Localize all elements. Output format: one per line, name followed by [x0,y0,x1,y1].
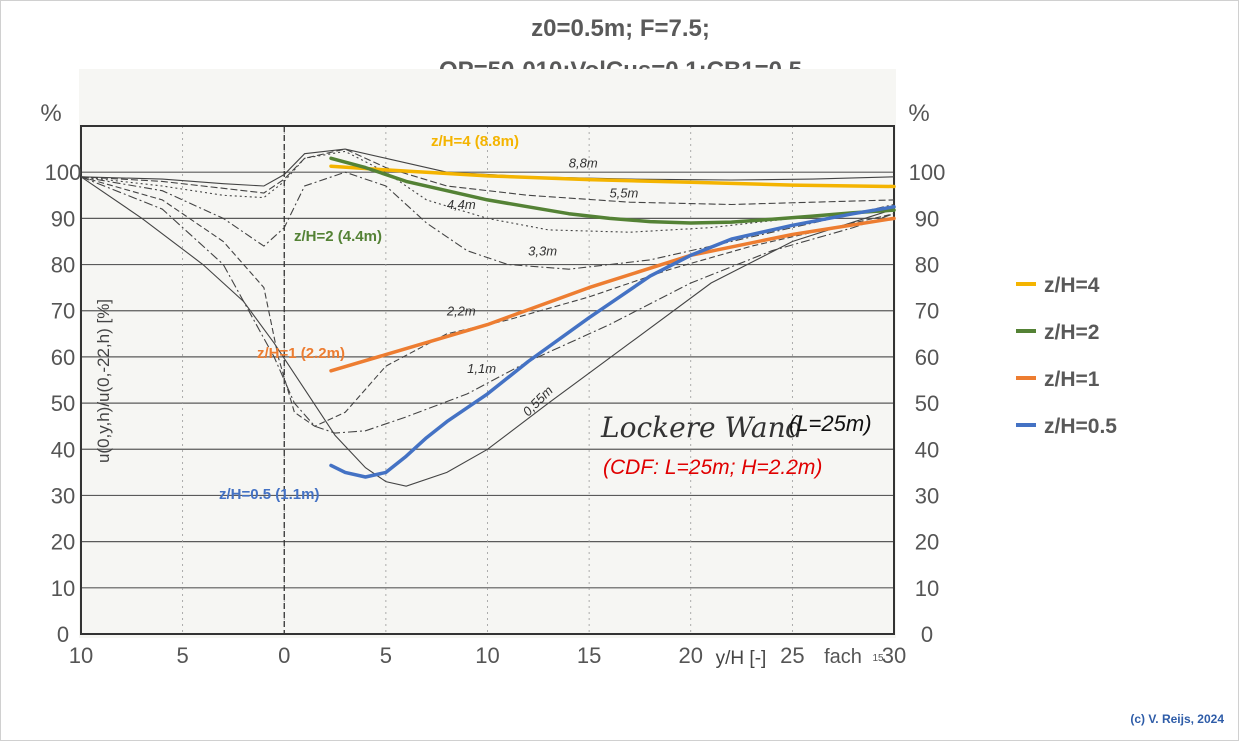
series-inline-label: z/H=2 (4.4m) [294,228,382,245]
legend-entry: z/H=0.5 [1044,415,1117,438]
y-tick-label-left: 30 [51,483,75,508]
wall-length-label: (L=25m) [789,411,872,436]
y-tick-label-right: 70 [915,299,939,324]
chart-title-line-1: z0=0.5m; F=7.5; [531,15,710,42]
y-tick-label-right: 0 [921,622,933,647]
series-inline-label: z/H=4 (8.8m) [431,133,519,150]
plot-frame [80,125,895,635]
reference-curve-label: 3,3m [528,243,557,258]
y-tick-label-right: 40 [915,437,939,462]
series-inline-label: z/H=0.5 (1.1m) [219,486,319,503]
reference-curve [80,148,895,206]
series-line [329,164,896,189]
reference-curve-label: 2,2m [446,303,476,318]
reference-curve [80,148,895,187]
x-tick-label: 0 [278,643,290,668]
y-tick-label-right: 50 [915,391,939,416]
y-tick-label-left: 100 [45,160,82,185]
reference-curve [80,176,895,427]
page-number: 15 [872,653,884,664]
y-axis-label: u(0,y,h)/u(0,-22,h) [%] [94,299,113,463]
y-tick-label-left: 50 [51,391,75,416]
y-tick-label-left: 90 [51,206,75,231]
legend-entry: z/H=2 [1044,321,1099,344]
x-tick-label: 25 [780,643,804,668]
series-line [329,205,896,479]
x-tick-label: 30 [882,643,906,668]
x-tick-label: 20 [679,643,703,668]
x-tick-label: 10 [475,643,499,668]
x-tick-extra: fach [824,646,862,668]
y-tick-label-left: 0 [57,622,69,647]
x-tick-label: 5 [380,643,392,668]
y-tick-label-right: 60 [915,345,939,370]
reference-curve-label: 4,4m [447,197,476,212]
y-tick-label-left: 70 [51,299,75,324]
legend-entry: z/H=4 [1044,274,1100,297]
y-unit-right: % [908,100,929,127]
reference-curve-label: 1,1m [467,361,496,376]
y-tick-label-left: 60 [51,345,75,370]
y-tick-label-right: 80 [915,253,939,278]
y-tick-label-right: 10 [915,576,939,601]
y-unit-left: % [40,100,61,127]
reference-curve [80,171,895,270]
y-tick-label-right: 100 [909,160,946,185]
series-inline-label: z/H=1 (2.2m) [257,345,345,362]
reference-curve-label: 8,8m [569,156,598,171]
reference-curve-label: 5,5m [609,186,638,201]
y-tick-label-right: 20 [915,530,939,555]
y-tick-label-left: 40 [51,437,75,462]
wall-label: Lockere Wand [600,411,804,444]
series-line [329,156,896,225]
y-tick-label-right: 30 [915,483,939,508]
series-line [329,216,896,373]
y-tick-label-left: 80 [51,253,75,278]
reference-curve [80,176,895,487]
x-tick-label: 5 [177,643,189,668]
copyright-note: (c) V. Reijs, 2024 [1130,712,1224,726]
cdf-note: (CDF: L=25m; H=2.2m) [603,456,822,479]
x-tick-label: 10 [69,643,93,668]
y-tick-label-right: 90 [915,206,939,231]
legend-entry: z/H=1 [1044,368,1100,391]
x-axis-label: y/H [-] [716,648,767,669]
y-tick-label-left: 20 [51,530,75,555]
y-tick-label-left: 10 [51,576,75,601]
x-tick-label: 15 [577,643,601,668]
